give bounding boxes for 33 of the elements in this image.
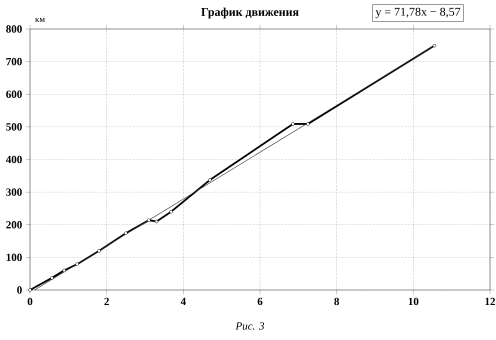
point [28,288,32,292]
y-axis-title: км [35,18,45,22]
y-tick-label: 800 [6,25,22,33]
point [75,262,79,266]
point [62,268,66,272]
x-tick-label: 4 [180,298,186,305]
point [306,122,310,126]
point [124,231,128,235]
y-tick-label: 0 [17,286,22,294]
x-tick-label: 12 [485,298,496,306]
y-tick-label: 500 [6,123,22,131]
point [432,44,436,48]
point [154,220,158,224]
text: y = 71,78x − 8,57 [376,8,460,18]
x-tick-label: 8 [334,298,340,306]
x-tick-label: 10 [408,298,418,306]
x-tick-label: 6 [258,298,262,306]
point [169,210,173,214]
y-tick-label: 400 [6,156,22,164]
point [291,122,295,126]
point [208,178,212,182]
point [147,218,151,222]
y-tick-label: 600 [6,90,22,98]
text: Рис. 3 [235,322,264,330]
y-tick-label: 700 [6,58,22,66]
y-tick-label: 200 [6,221,22,228]
point [97,249,101,253]
y-tick-label: 300 [6,188,22,196]
x-tick-label: 2 [104,298,109,306]
x-tick-label: 0 [28,298,32,306]
y-tick-label: 100 [6,254,22,262]
chart-title: График движения [201,8,299,18]
point [50,276,54,280]
